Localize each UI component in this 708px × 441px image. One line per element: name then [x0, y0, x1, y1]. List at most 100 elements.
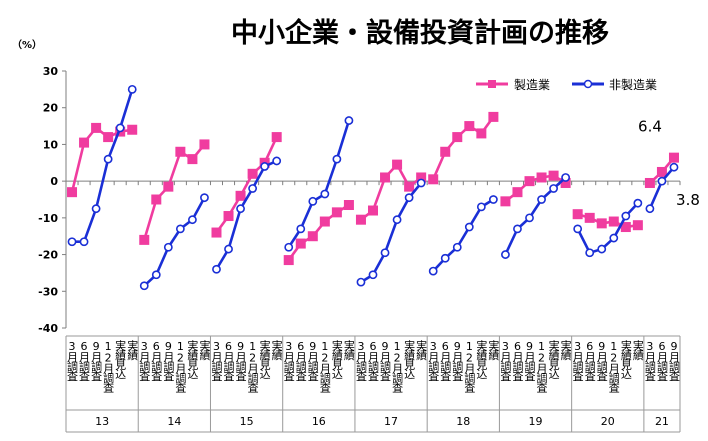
data-point-manufacturing — [127, 124, 138, 135]
data-point-manufacturing — [512, 187, 523, 198]
x-category-label: 6月調査 — [294, 340, 307, 381]
data-point-nonmanufacturing — [476, 202, 486, 212]
data-point-nonmanufacturing — [175, 224, 185, 234]
data-point-manufacturing — [416, 172, 427, 183]
x-category-label: 3月調査 — [210, 340, 223, 381]
data-point-manufacturing — [319, 216, 330, 227]
legend: 製造業 非製造業 — [476, 78, 657, 92]
x-category-label: 実績見込 — [186, 339, 199, 380]
x-category-label: 12月調査 — [102, 340, 115, 393]
y-tick-label: -40 — [38, 322, 58, 335]
data-point-manufacturing — [151, 194, 162, 205]
data-point-manufacturing — [91, 122, 102, 133]
x-category-label: 6月調査 — [511, 340, 524, 381]
x-category-label: 実績 — [342, 339, 355, 362]
data-point-nonmanufacturing — [236, 204, 245, 214]
x-category-label: 3月調査 — [354, 340, 367, 381]
x-category-label: 12月調査 — [174, 340, 187, 393]
data-point-nonmanufacturing — [212, 264, 221, 274]
data-point-manufacturing — [295, 238, 306, 249]
plot-area — [67, 84, 679, 291]
data-point-manufacturing — [331, 207, 342, 218]
data-point-manufacturing — [235, 190, 246, 201]
data-point-manufacturing — [392, 159, 403, 170]
x-category-label: 6月調査 — [439, 340, 452, 381]
x-category-label: 9月調査 — [595, 340, 608, 381]
data-point-manufacturing — [368, 205, 378, 216]
data-point-nonmanufacturing — [573, 224, 583, 234]
group-label: 19 — [529, 415, 543, 428]
legend-marker-manufacturing — [488, 80, 496, 88]
x-category-label: 3月調査 — [427, 340, 440, 381]
x-category-label: 6月調査 — [150, 340, 163, 381]
x-category-label: 9月調査 — [234, 340, 247, 381]
data-point-manufacturing — [223, 211, 234, 222]
data-point-nonmanufacturing — [501, 250, 510, 259]
data-point-manufacturing — [452, 132, 463, 143]
x-category-label: 実績 — [631, 339, 644, 362]
x-category-label: 実績見込 — [403, 339, 416, 380]
data-point-nonmanufacturing — [200, 193, 209, 203]
data-point-nonmanufacturing — [368, 270, 378, 280]
unit-label: （%） — [12, 38, 42, 51]
data-point-nonmanufacturing — [127, 84, 137, 94]
data-point-nonmanufacturing — [308, 196, 318, 206]
data-point-nonmanufacturing — [139, 281, 149, 291]
group-label: 14 — [167, 415, 181, 428]
x-category-label: 12月調査 — [535, 340, 548, 393]
data-point-nonmanufacturing — [224, 244, 233, 254]
legend-label-manufacturing: 製造業 — [514, 78, 550, 92]
data-point-manufacturing — [283, 255, 294, 266]
data-point-nonmanufacturing — [621, 211, 631, 221]
data-point-nonmanufacturing — [488, 195, 498, 204]
data-point-manufacturing — [572, 209, 583, 220]
data-point-manufacturing — [608, 216, 619, 227]
data-point-manufacturing — [632, 220, 643, 231]
data-point-manufacturing — [656, 166, 667, 177]
data-point-manufacturing — [488, 111, 499, 122]
x-category-label: 9月調査 — [306, 340, 319, 381]
data-point-nonmanufacturing — [440, 253, 450, 263]
data-point-nonmanufacturing — [416, 178, 426, 188]
data-point-nonmanufacturing — [561, 173, 571, 182]
x-category-label: 実績 — [487, 339, 500, 362]
x-category-label: 3月調査 — [499, 340, 512, 381]
y-tick-label: -30 — [38, 285, 58, 298]
group-label: 15 — [240, 415, 254, 428]
group-label: 18 — [456, 415, 470, 428]
data-point-manufacturing — [355, 214, 366, 225]
x-category-label: 実績見込 — [258, 339, 271, 380]
data-point-manufacturing — [211, 227, 222, 238]
x-category-label: 実績 — [198, 339, 211, 362]
data-point-nonmanufacturing — [645, 204, 655, 214]
data-point-nonmanufacturing — [464, 222, 474, 232]
data-point-nonmanufacturing — [609, 233, 619, 243]
x-category-label: 実績 — [415, 339, 428, 362]
data-point-manufacturing — [476, 128, 487, 139]
x-category-label: 3月調査 — [571, 340, 584, 381]
data-point-manufacturing — [380, 172, 391, 183]
x-category-label: 9月調査 — [667, 340, 680, 381]
x-category-label: 3月調査 — [282, 340, 295, 381]
data-point-nonmanufacturing — [452, 242, 462, 252]
data-point-nonmanufacturing — [525, 213, 534, 223]
data-point-manufacturing — [668, 152, 679, 163]
data-point-manufacturing — [199, 139, 210, 150]
x-category-label: 実績見込 — [547, 339, 560, 380]
data-point-nonmanufacturing — [284, 242, 294, 252]
data-point-nonmanufacturing — [404, 193, 414, 203]
data-point-nonmanufacturing — [633, 198, 643, 208]
data-point-nonmanufacturing — [320, 189, 330, 199]
data-point-manufacturing — [584, 212, 595, 223]
data-point-nonmanufacturing — [597, 244, 607, 254]
data-point-nonmanufacturing — [537, 195, 546, 204]
data-point-manufacturing — [644, 177, 655, 188]
data-point-manufacturing — [67, 187, 78, 198]
y-tick-label: 10 — [43, 138, 59, 151]
legend-marker-nonmanufacturing — [583, 79, 593, 89]
data-point-nonmanufacturing — [272, 156, 282, 166]
y-tick-label: 30 — [43, 65, 59, 78]
data-point-nonmanufacturing — [188, 215, 197, 225]
